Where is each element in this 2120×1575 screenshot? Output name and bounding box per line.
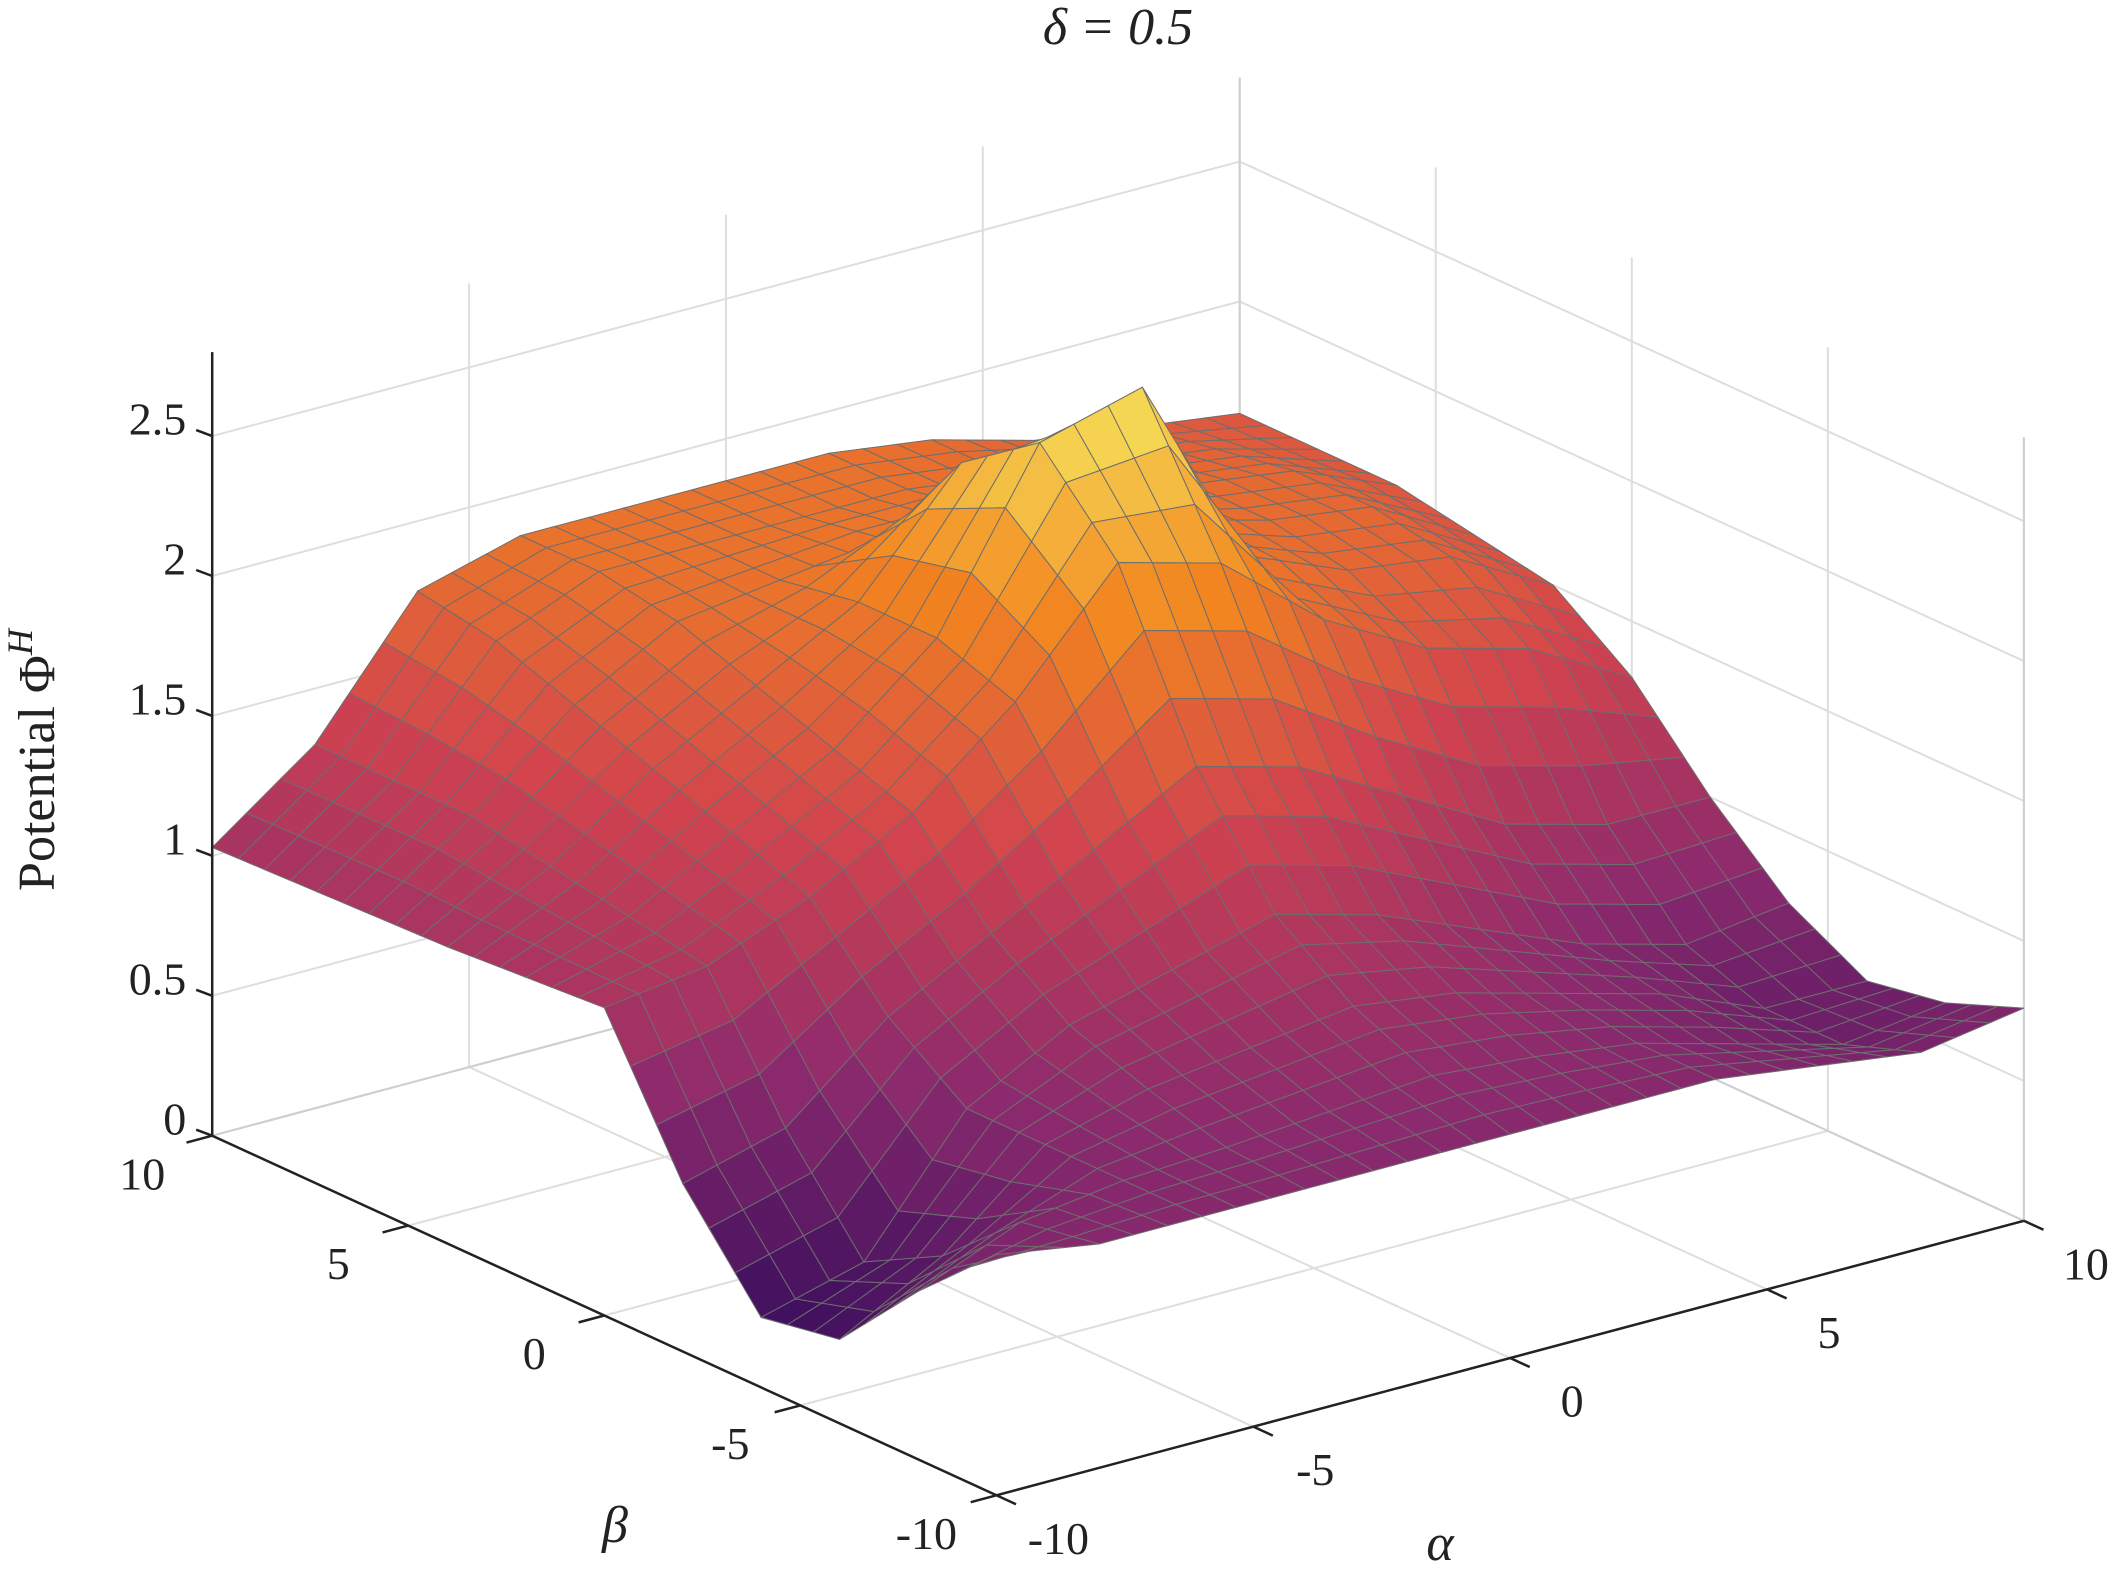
y-axis-label: β (601, 1497, 628, 1554)
grid-line (800, 1129, 1829, 1407)
surface-patch (970, 1250, 1031, 1268)
y-tick-label: 0 (523, 1328, 546, 1379)
x-tick (995, 1494, 1017, 1506)
grid-line (1239, 160, 2025, 523)
x-tick (2023, 1219, 2045, 1231)
z-tick-label: 0.5 (129, 953, 187, 1004)
y-tick (774, 1404, 801, 1414)
z-tick (195, 848, 213, 858)
x-tick (1766, 1288, 1788, 1300)
x-tick-label: 5 (1818, 1307, 1841, 1358)
z-axis-label-text: Potential Φ (9, 655, 66, 891)
z-tick (195, 708, 213, 718)
z-tick (195, 1128, 213, 1137)
z-axis-label: Potential ΦH (0, 627, 66, 891)
x-tick-label: 0 (1561, 1376, 1584, 1427)
y-tick (382, 1224, 409, 1234)
x-tick-label: -5 (1296, 1444, 1334, 1495)
y-tick (970, 1494, 997, 1504)
z-tick-label: 1 (163, 813, 186, 864)
y-tick-label: -5 (711, 1418, 749, 1469)
surface (211, 386, 2025, 1340)
z-tick-label: 0 (163, 1093, 186, 1144)
y-tick-label: 5 (327, 1238, 350, 1289)
y-tick (578, 1314, 605, 1324)
z-tick (195, 568, 213, 578)
y-tick-label: -10 (896, 1508, 957, 1559)
x-tick-label: 10 (2063, 1238, 2109, 1289)
grid-line (211, 300, 1240, 577)
z-tick-label: 2 (163, 534, 186, 585)
chart-title: δ = 0.5 (1043, 0, 1193, 56)
z-axis-label-superscript: H (0, 627, 40, 656)
y-tick-label: 10 (119, 1148, 165, 1199)
z-tick-label: 2.5 (129, 394, 187, 445)
z-tick (195, 428, 213, 438)
x-tick-label: -10 (1028, 1513, 1089, 1564)
x-tick (1509, 1356, 1531, 1369)
y-tick (186, 1134, 213, 1144)
x-axis-label: α (1426, 1515, 1455, 1572)
grid-line (1239, 300, 2025, 662)
z-tick-label: 1.5 (129, 673, 187, 724)
grid-line (211, 160, 1240, 438)
z-tick (195, 988, 213, 997)
x-tick (1252, 1425, 1274, 1437)
